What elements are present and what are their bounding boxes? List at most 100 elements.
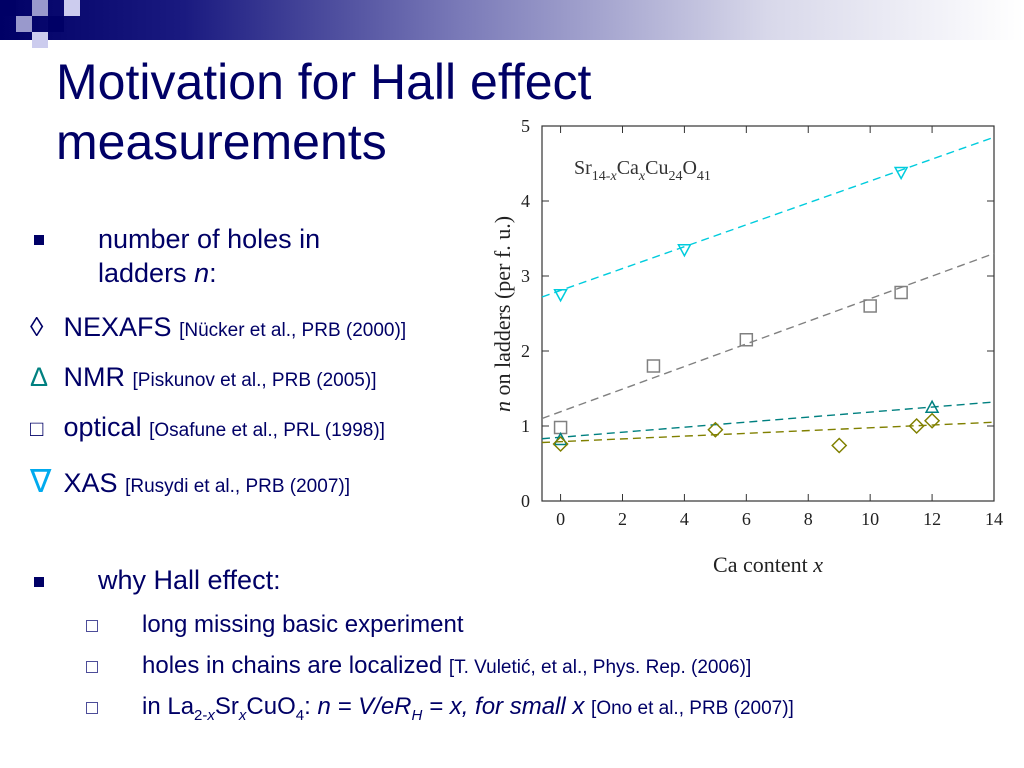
slide-title: Motivation for Hall effect measurements (56, 52, 696, 172)
y-axis-label-var: n (490, 401, 515, 412)
data-point-triangle-down (677, 244, 692, 258)
fit-line-square (541, 252, 995, 420)
header-gradient-bar (0, 0, 1024, 40)
sub-bullet-ref: [T. Vuletić, et al., Phys. Rep. (2006)] (448, 657, 752, 678)
x-tick-label: 2 (618, 509, 627, 529)
formula-sub: 14-x (592, 169, 618, 184)
sub-bullet-3: in La2-xSrxCuO4: n = V/eRH = x, for smal… (142, 693, 794, 724)
fit-line-triangle-down (541, 136, 995, 298)
decor-square (32, 0, 48, 16)
fit-line-triangle (541, 401, 995, 440)
colon: : (209, 258, 217, 288)
method-optical: □ optical [Osafune et al., PRL (1998)] (30, 412, 385, 443)
x-tick-label: 4 (680, 509, 689, 529)
plot-frame (541, 125, 995, 502)
data-point-diamond (924, 412, 941, 429)
chart-formula: Sr14-xCaxCu24O41 (574, 157, 711, 184)
text: 4 (295, 706, 305, 724)
data-point-triangle (553, 431, 568, 446)
triangle-down-icon: ∇ (30, 463, 52, 499)
text: x (238, 706, 247, 724)
title-line-2: measurements (56, 114, 387, 170)
formula-part: x (609, 169, 617, 184)
formula-part: Sr (574, 157, 592, 179)
data-markers (552, 166, 941, 454)
formula-part: 41 (697, 169, 711, 184)
text: Sr (214, 693, 239, 720)
sub-bullet-text: holes in chains are localized (142, 652, 449, 679)
data-point-diamond (831, 437, 848, 454)
bullet-marker (34, 235, 44, 245)
y-tick-label: 4 (521, 191, 530, 211)
title-line-1: Motivation for Hall effect (56, 54, 592, 110)
decor-square (32, 32, 48, 48)
data-point-triangle-down (553, 289, 568, 303)
y-tick-label: 0 (521, 491, 530, 511)
triangle-icon: Δ (30, 362, 49, 392)
variable-n: n (194, 258, 210, 288)
method-name: NEXAFS (63, 312, 172, 342)
fit-line-diamond (541, 421, 995, 444)
fit-lines (541, 136, 995, 444)
method-ref: [Osafune et al., PRL (1998)] (149, 420, 385, 441)
formula-part: x (638, 169, 646, 184)
formula-part: Cu (645, 157, 668, 179)
text: H (411, 706, 423, 724)
bullet-text: ladders (98, 258, 195, 288)
y-tick-label: 5 (521, 116, 530, 136)
method-name: NMR (63, 362, 126, 392)
text: : (304, 693, 318, 720)
data-point-square (894, 285, 908, 300)
decor-square (64, 0, 80, 16)
method-xas: ∇ XAS [Rusydi et al., PRB (2007)] (30, 462, 350, 500)
data-point-square (863, 299, 877, 313)
sub-bullet-1: long missing basic experiment (142, 611, 464, 638)
diamond-icon: ◊ (30, 312, 44, 342)
x-tick-label: 6 (742, 509, 751, 529)
text: in La (142, 693, 195, 720)
x-axis-label: Ca content x (713, 552, 823, 577)
data-point-triangle-down (893, 166, 909, 181)
square-icon: □ (30, 416, 44, 441)
data-point-diamond (908, 417, 925, 435)
x-tick-label: 12 (923, 509, 941, 529)
y-axis-label-text: on ladders (per f. u.) (490, 216, 515, 401)
bullet-marker (34, 577, 44, 587)
data-point-triangle (924, 399, 940, 413)
data-point-square (553, 420, 568, 435)
x-tick-label: 0 (556, 509, 565, 529)
decor-square (48, 16, 64, 32)
sub-bullet-marker (86, 620, 98, 632)
decor-square (16, 16, 32, 32)
method-ref: [Nücker et al., PRB (2000)] (179, 320, 407, 341)
method-nexafs: ◊ NEXAFS [Nücker et al., PRB (2000)] (30, 312, 406, 343)
sub-bullet-marker (86, 661, 98, 673)
text: 2- (194, 706, 208, 724)
x-axis-label-var: x (812, 552, 823, 577)
data-point-square (739, 333, 754, 347)
formula-part: Ca (617, 157, 639, 179)
decor-square (0, 0, 16, 16)
x-axis-label-text: Ca content (713, 552, 813, 577)
bullet-why-hall: why Hall effect: (98, 565, 281, 595)
y-tick-label: 1 (521, 416, 530, 436)
bullet-holes-in-ladders: number of holes in ladders n: (98, 222, 320, 290)
x-tick-label: 10 (861, 509, 879, 529)
x-tick-label: 8 (804, 509, 813, 529)
text: x (207, 706, 215, 724)
equation: = x, for small x (422, 693, 592, 720)
method-ref: [Piskunov et al., PRB (2005)] (132, 370, 377, 391)
method-nmr: Δ NMR [Piskunov et al., PRB (2005)] (30, 362, 376, 393)
data-point-diamond (707, 421, 724, 438)
method-name: XAS (63, 468, 118, 498)
method-ref: [Rusydi et al., PRB (2007)] (125, 476, 350, 497)
sub-bullet-2: holes in chains are localized [T. Vuleti… (142, 652, 751, 680)
y-tick-label: 2 (521, 341, 530, 361)
sub-bullet-marker (86, 702, 98, 714)
formula-part: 24 (668, 169, 682, 184)
data-point-square (646, 359, 661, 373)
y-tick-label: 3 (521, 266, 530, 286)
y-axis-label: n on ladders (per f. u.) (490, 216, 515, 412)
